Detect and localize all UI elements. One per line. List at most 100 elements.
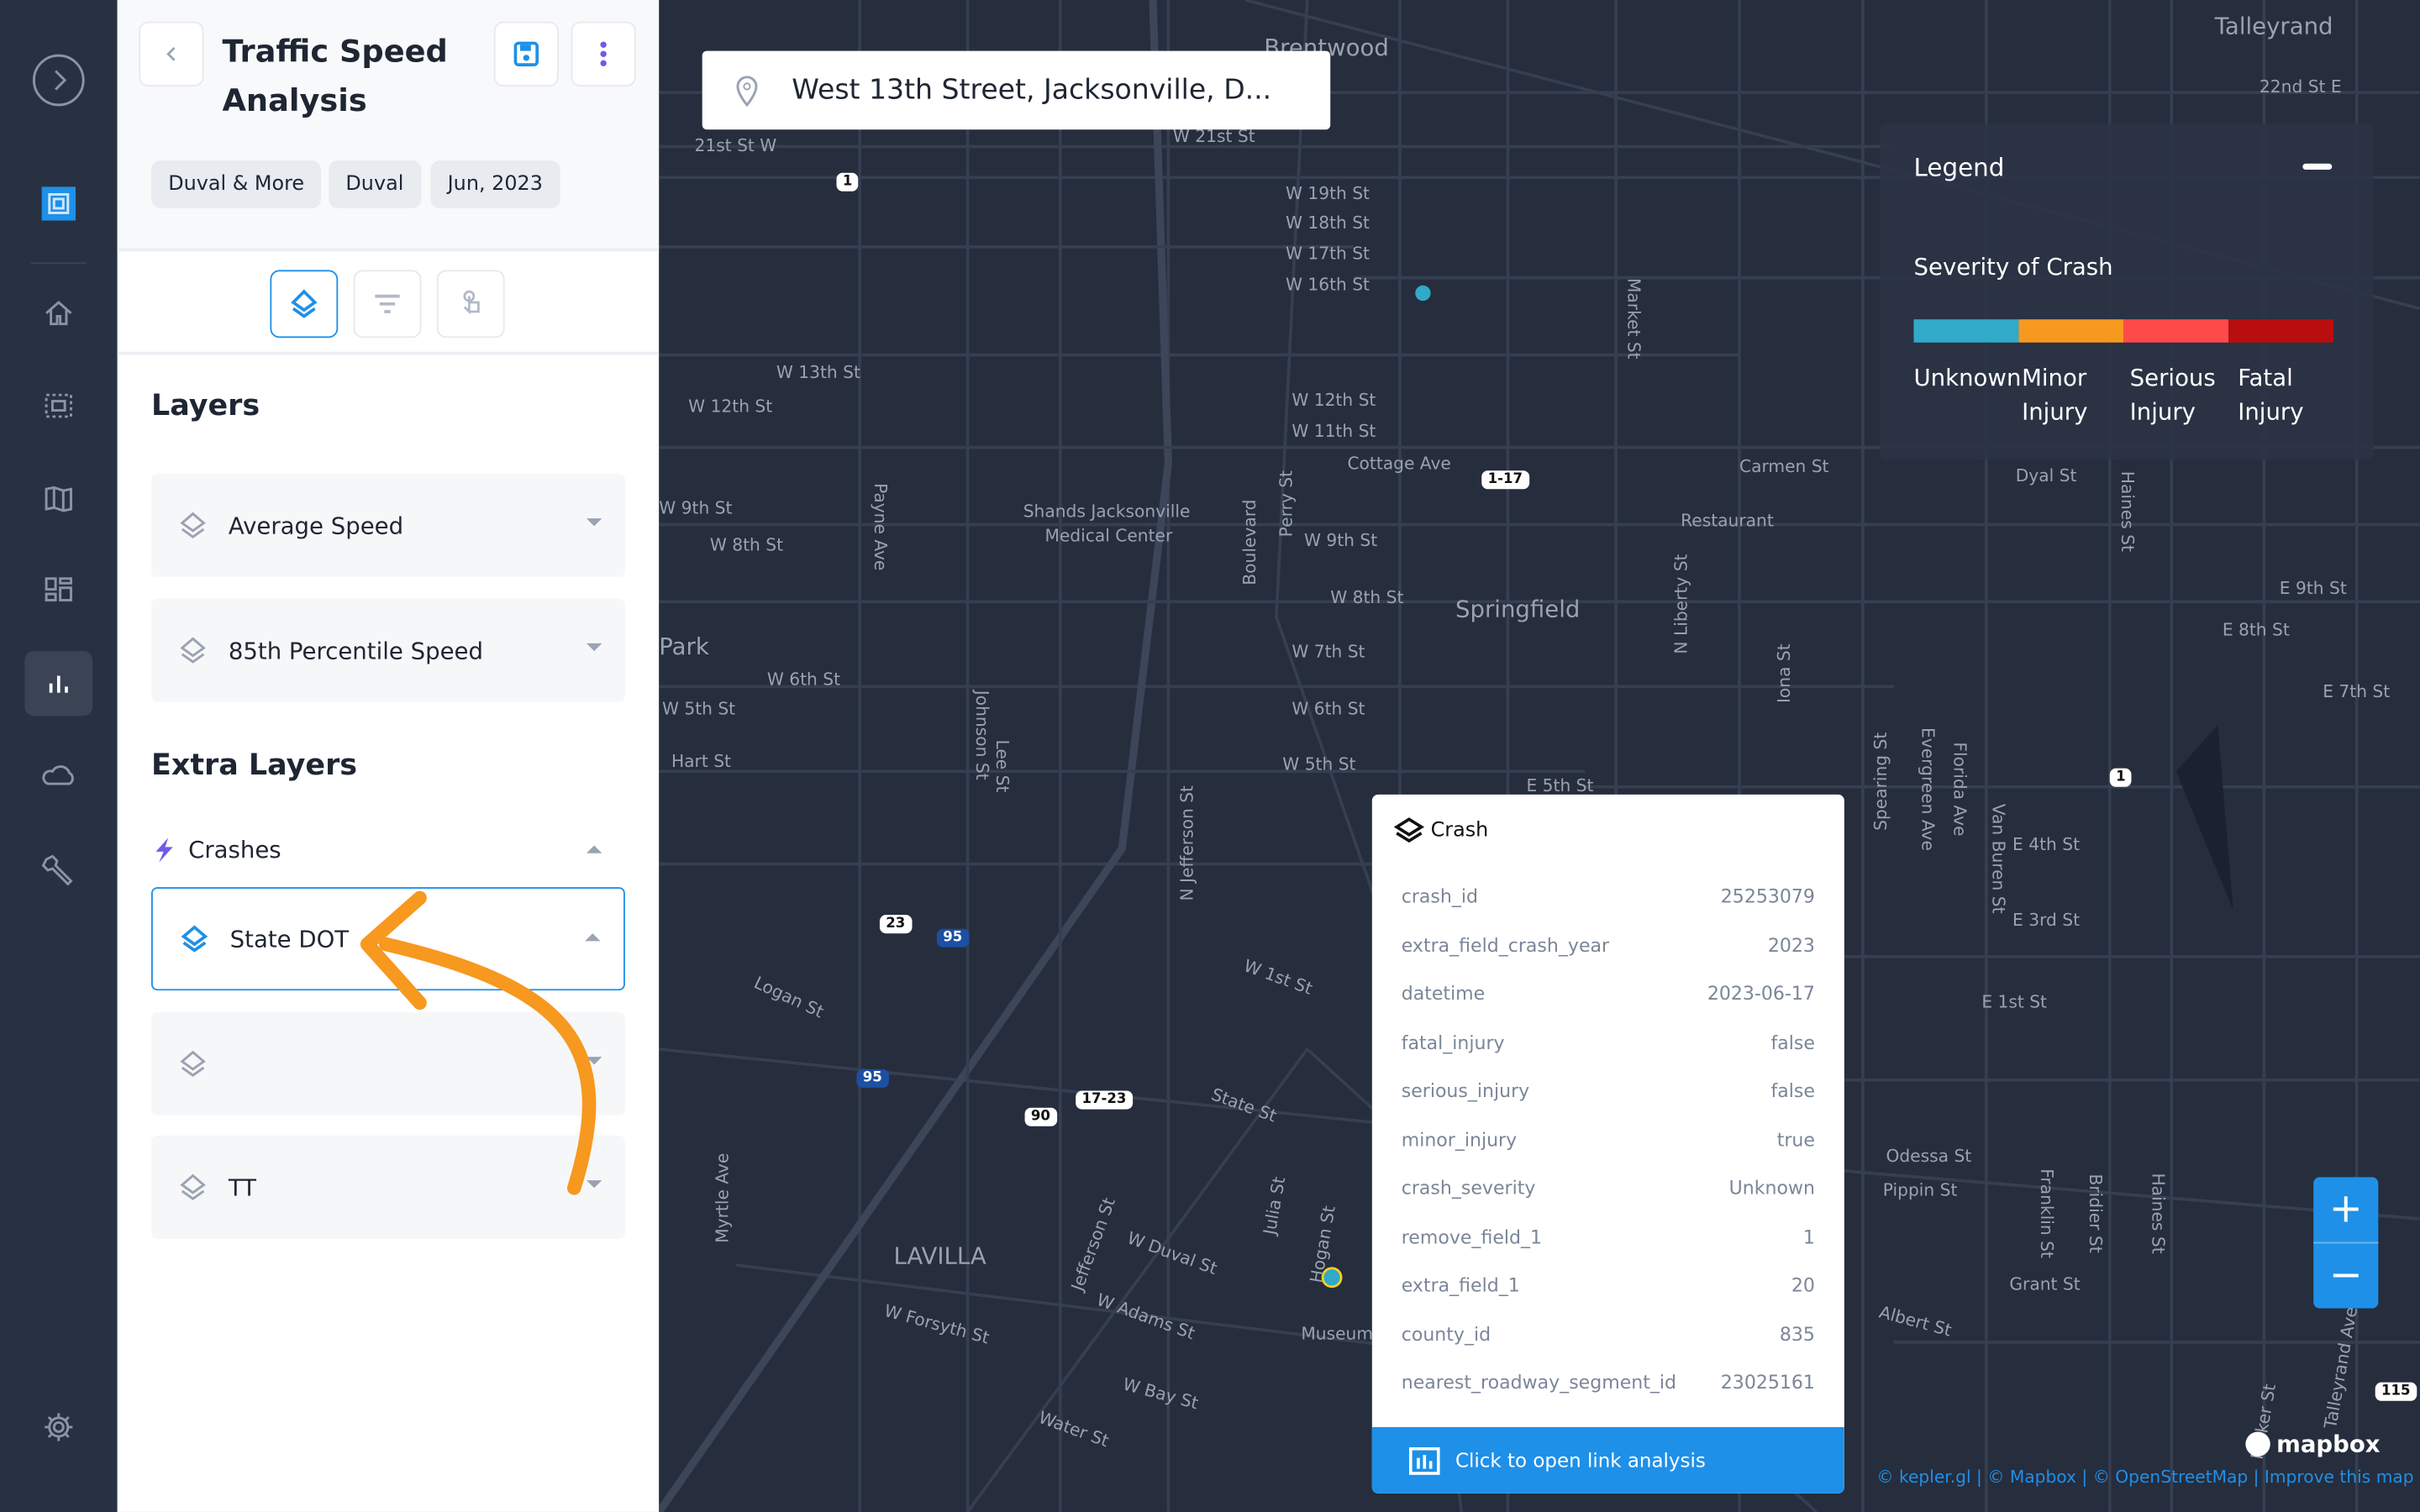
collapse-legend-button[interactable] <box>2302 163 2333 171</box>
chevron-up-icon[interactable] <box>585 933 601 942</box>
field-name: serious_injury <box>1401 1079 1530 1102</box>
legend-labels: Unknown Minor Injury Serious Injury Fatal Inju… <box>1914 361 2346 429</box>
extra-layers-heading: Extra Layers <box>150 748 358 783</box>
route-shield: 1 <box>836 172 859 192</box>
wrench-icon[interactable] <box>24 836 92 900</box>
layer-tt[interactable]: TT <box>150 1135 625 1239</box>
street-label: Park <box>659 633 709 661</box>
field-name: extra_field_crash_year <box>1401 934 1610 956</box>
layer-average-speed[interactable]: Average Speed <box>150 473 625 577</box>
chip-county[interactable]: Duval <box>329 160 421 208</box>
page-title: Traffic Speed Analysis <box>222 32 448 119</box>
street-label: Talleyrand <box>2214 12 2333 40</box>
legend-label: Serious Injury <box>2129 364 2216 426</box>
street-label: W 16th St <box>1285 274 1370 295</box>
cloud-icon[interactable] <box>24 743 92 808</box>
more-options-button[interactable] <box>571 21 636 87</box>
street-label: E 9th St <box>2279 578 2347 599</box>
zoom-out-button[interactable]: − <box>2313 1242 2379 1307</box>
filter-icon <box>375 294 400 313</box>
chevron-up-icon[interactable] <box>586 845 602 853</box>
chip-region[interactable]: Duval & More <box>150 160 322 208</box>
layer-label: State DOT <box>229 925 350 953</box>
street-label: W 19th St <box>1285 183 1370 204</box>
tooltip-row: county_id 835 <box>1402 1323 1815 1345</box>
expand-chevron-icon[interactable] <box>24 48 92 113</box>
chevron-down-icon[interactable] <box>586 1057 602 1065</box>
crash-point <box>1415 285 1431 302</box>
field-value: false <box>1770 1031 1815 1053</box>
field-value: false <box>1770 1079 1815 1102</box>
chevron-down-icon[interactable] <box>586 518 602 527</box>
layers-icon <box>180 636 206 663</box>
settings-gear-icon[interactable] <box>24 1394 92 1459</box>
layer-label: Average Speed <box>228 511 404 539</box>
bar-chart-icon[interactable] <box>24 651 93 717</box>
tooltip-row: datetime 2023-06-17 <box>1402 983 1815 1005</box>
app-logo-icon[interactable] <box>24 171 92 236</box>
crashes-group[interactable]: Crashes <box>151 833 625 867</box>
tooltip-row: extra_field_1 20 <box>1402 1274 1815 1296</box>
street-label: Odessa St <box>1886 1146 1972 1167</box>
street-label: W 8th St <box>1330 587 1404 608</box>
street-label: Grant St <box>2009 1274 2081 1294</box>
chevron-down-icon[interactable] <box>586 1180 602 1189</box>
zoom-controls: + − <box>2313 1177 2379 1309</box>
layers-icon <box>180 1173 206 1200</box>
open-link-analysis-button[interactable]: Click to open link analysis <box>1371 1426 1844 1494</box>
map-icon[interactable] <box>24 466 92 531</box>
tab-filter[interactable] <box>353 270 422 339</box>
street-label: W 5th St <box>1282 754 1356 775</box>
street-label: Medical Center <box>1044 526 1173 547</box>
location-pin-icon <box>736 75 758 107</box>
street-label: Springfield <box>1455 595 1581 624</box>
home-icon[interactable] <box>24 281 92 345</box>
route-shield: 1-17 <box>1481 470 1529 490</box>
layer-label: 85th Percentile Speed <box>228 636 483 664</box>
chip-date[interactable]: Jun, 2023 <box>430 160 560 208</box>
layers-icon <box>181 924 208 952</box>
street-label: W 9th St <box>659 498 733 519</box>
street-label: W 11th St <box>1292 421 1376 442</box>
field-name: datetime <box>1401 982 1486 1005</box>
street-label: Restaurant <box>1681 510 1774 531</box>
interaction-icon <box>463 290 480 315</box>
search-value: West 13th Street, Jacksonville, D... <box>792 74 1272 107</box>
mapbox-logo[interactable]: mapbox <box>2245 1431 2381 1458</box>
field-value: 20 <box>1791 1274 1815 1296</box>
save-icon <box>513 41 539 66</box>
location-search[interactable]: West 13th Street, Jacksonville, D... <box>702 50 1331 130</box>
layer-unnamed[interactable] <box>150 1011 625 1116</box>
field-value: 835 <box>1779 1322 1815 1345</box>
route-shield: 95 <box>856 1068 889 1088</box>
layers-icon <box>180 1049 206 1077</box>
street-label: E 8th St <box>2222 620 2290 641</box>
zoom-in-button[interactable]: + <box>2328 1186 2363 1233</box>
chevron-down-icon[interactable] <box>586 643 602 652</box>
back-button[interactable] <box>139 21 204 87</box>
legend-title: Legend <box>1913 152 2005 182</box>
tab-interaction[interactable] <box>436 270 505 339</box>
attribution[interactable]: © kepler.gl | © Mapbox | © OpenStreetMap… <box>1876 1467 2414 1488</box>
street-label: 22nd St E <box>2259 76 2342 97</box>
field-value: true <box>1776 1128 1815 1151</box>
kebab-icon <box>600 41 607 66</box>
tab-layers[interactable] <box>270 270 339 339</box>
dashed-frame-icon[interactable] <box>24 373 92 438</box>
dashboard-icon[interactable] <box>24 559 92 623</box>
legend-panel: Legend Severity of Crash Unknown Minor Inj… <box>1880 123 2374 460</box>
field-name: minor_injury <box>1401 1128 1518 1151</box>
divider <box>30 262 87 265</box>
tooltip-title: Crash <box>1430 818 1489 842</box>
street-label: E 7th St <box>2323 681 2391 702</box>
legend-color-bar <box>1913 319 2334 343</box>
bar-chart-icon <box>1408 1446 1440 1474</box>
field-value: 2023 <box>1767 934 1815 956</box>
layer-85th-percentile-speed[interactable]: 85th Percentile Speed <box>150 598 625 702</box>
save-button[interactable] <box>493 21 559 87</box>
tooltip-row: nearest_roadway_segment_id 23025161 <box>1402 1372 1815 1394</box>
field-name: crash_severity <box>1401 1177 1536 1200</box>
layers-icon <box>291 289 318 318</box>
